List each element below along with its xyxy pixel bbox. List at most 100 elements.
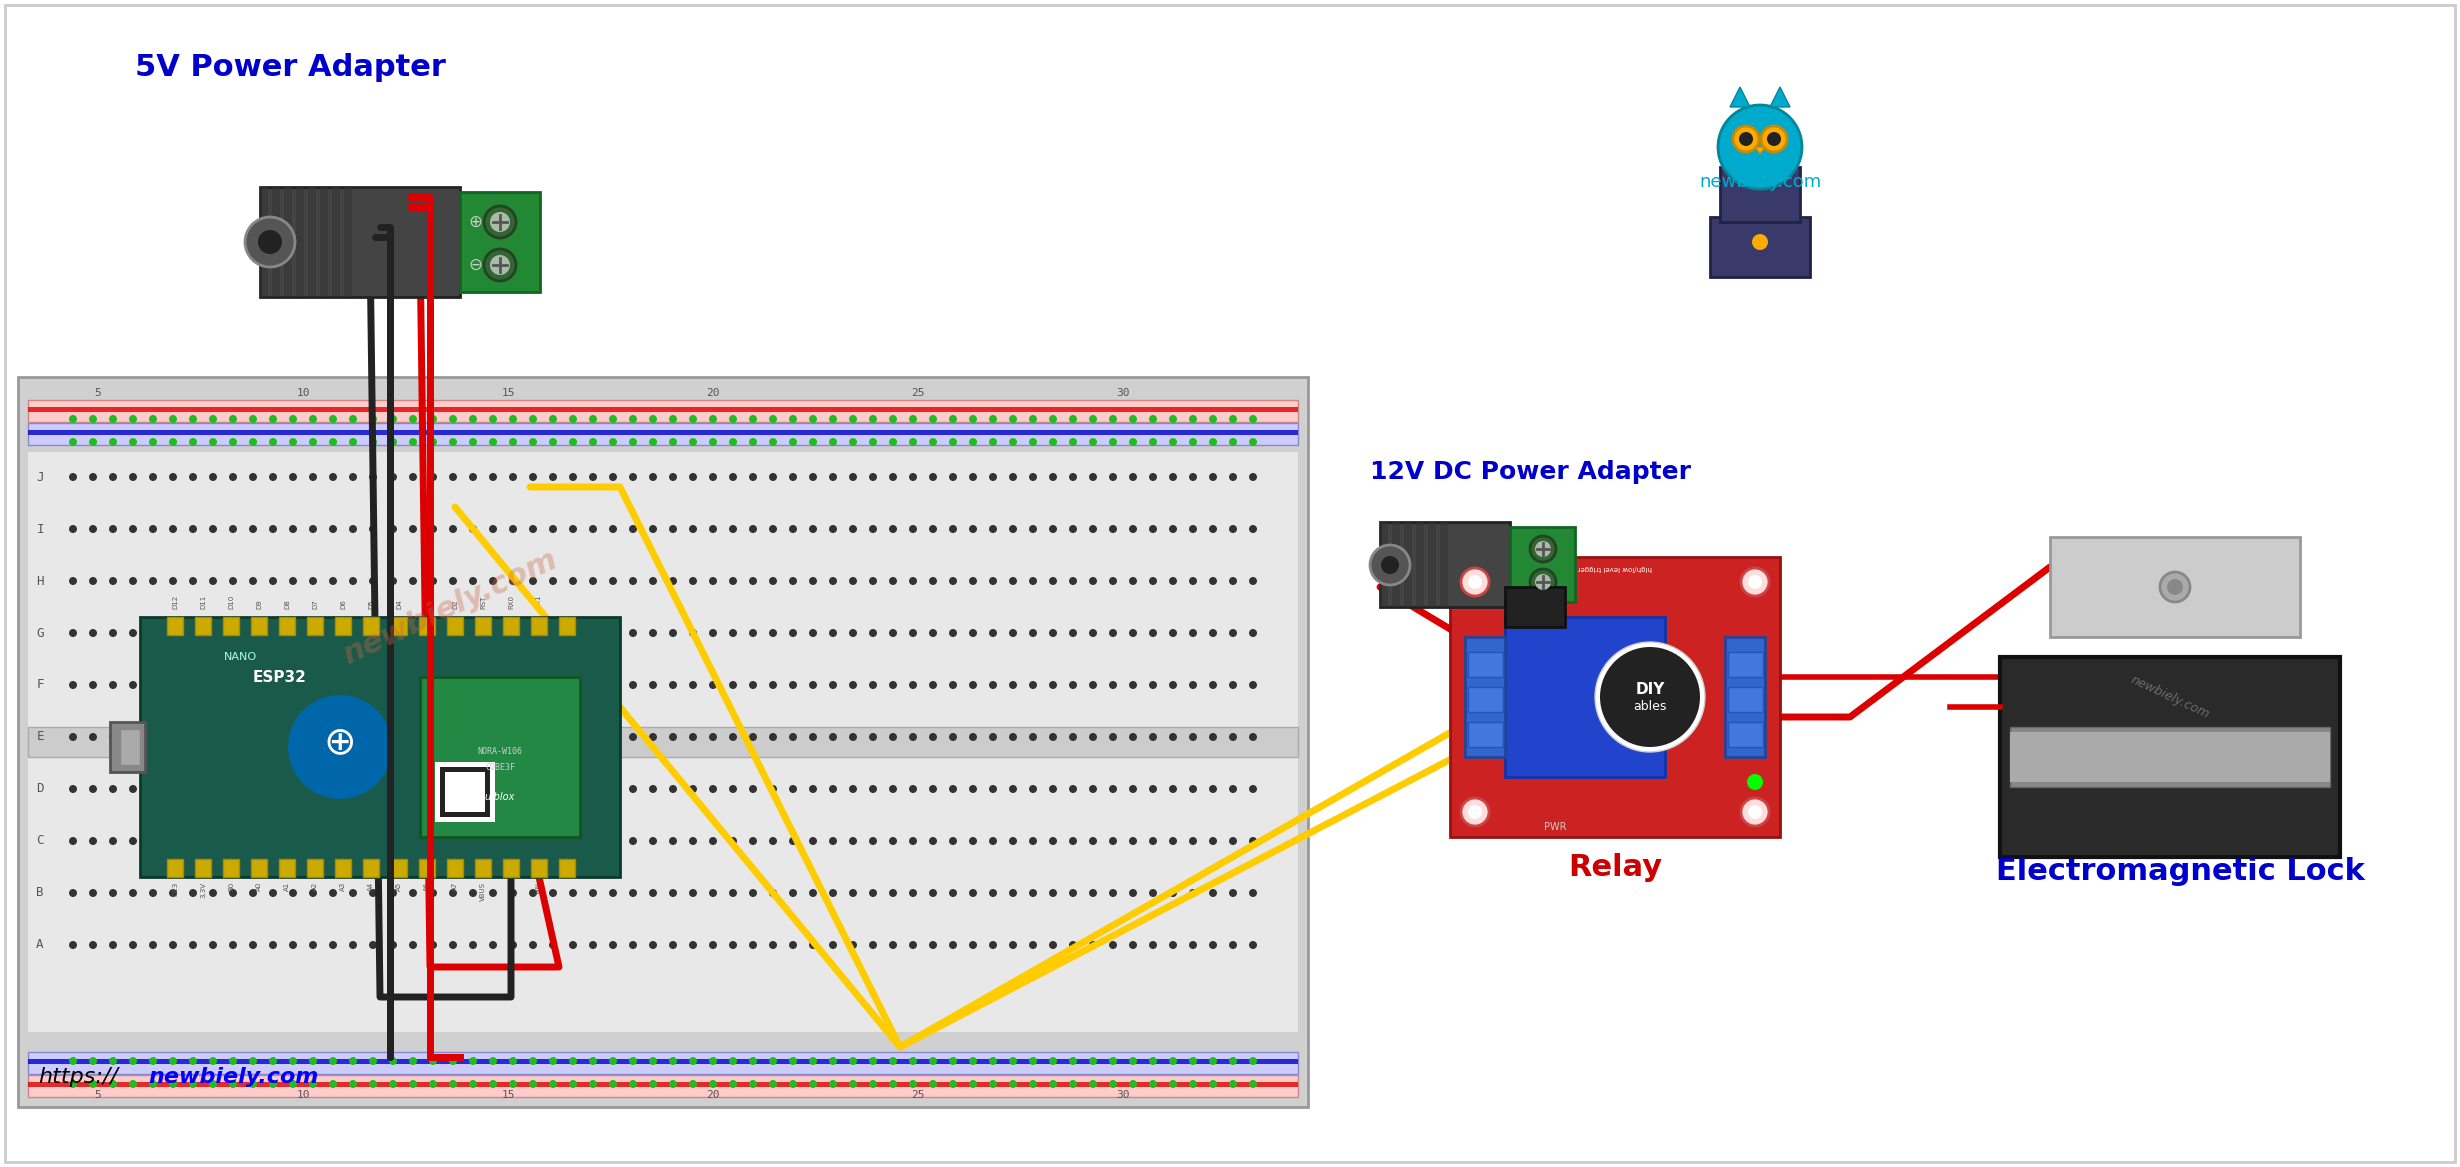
Text: B0: B0 [229, 882, 234, 892]
Circle shape [1028, 1079, 1038, 1088]
Circle shape [588, 837, 598, 845]
Circle shape [1090, 1079, 1097, 1088]
Circle shape [509, 941, 517, 949]
Circle shape [989, 785, 996, 794]
Circle shape [1090, 473, 1097, 481]
Circle shape [1109, 889, 1117, 897]
Circle shape [708, 576, 716, 585]
Circle shape [1168, 682, 1176, 689]
Circle shape [229, 1079, 236, 1088]
Circle shape [450, 837, 458, 845]
Circle shape [490, 941, 497, 949]
Circle shape [1250, 837, 1257, 845]
Circle shape [708, 837, 716, 845]
Bar [27, 1075, 1299, 1097]
Circle shape [930, 576, 937, 585]
Circle shape [170, 785, 177, 794]
Circle shape [669, 785, 676, 794]
Text: 30: 30 [1117, 387, 1129, 398]
Circle shape [868, 629, 878, 637]
Circle shape [809, 941, 817, 949]
Circle shape [128, 1079, 138, 1088]
Circle shape [450, 525, 458, 533]
Circle shape [490, 438, 497, 446]
Bar [1506, 617, 1665, 777]
Bar [224, 617, 239, 635]
Circle shape [128, 629, 138, 637]
Circle shape [910, 682, 918, 689]
Circle shape [829, 889, 836, 897]
Text: 15: 15 [502, 387, 514, 398]
Bar [261, 187, 268, 296]
Circle shape [1070, 941, 1077, 949]
Circle shape [288, 733, 298, 741]
Circle shape [408, 473, 418, 481]
Circle shape [428, 473, 438, 481]
Circle shape [930, 837, 937, 845]
Circle shape [128, 837, 138, 845]
Circle shape [1129, 837, 1137, 845]
Circle shape [989, 629, 996, 637]
Circle shape [770, 438, 777, 446]
Circle shape [310, 785, 317, 794]
Bar [251, 617, 268, 635]
Circle shape [728, 1079, 738, 1088]
Circle shape [888, 733, 898, 741]
Circle shape [170, 438, 177, 446]
Circle shape [268, 837, 278, 845]
Circle shape [1129, 785, 1137, 794]
Circle shape [868, 889, 878, 897]
Circle shape [1250, 525, 1257, 533]
Circle shape [950, 415, 957, 422]
Circle shape [1250, 682, 1257, 689]
Circle shape [849, 473, 856, 481]
Circle shape [748, 941, 758, 949]
Circle shape [969, 438, 977, 446]
Circle shape [1090, 889, 1097, 897]
Bar [502, 617, 519, 635]
Text: 10: 10 [295, 1090, 310, 1100]
Bar [1710, 217, 1811, 277]
Circle shape [229, 682, 236, 689]
Circle shape [310, 733, 317, 741]
Circle shape [170, 889, 177, 897]
Circle shape [1599, 647, 1700, 747]
Circle shape [189, 941, 197, 949]
Bar [460, 193, 541, 292]
Circle shape [408, 889, 418, 897]
Bar [1720, 167, 1801, 222]
Circle shape [790, 785, 797, 794]
Circle shape [150, 438, 157, 446]
Circle shape [610, 785, 617, 794]
Circle shape [1230, 733, 1237, 741]
Text: D2: D2 [453, 600, 458, 609]
Circle shape [408, 1079, 418, 1088]
Circle shape [888, 629, 898, 637]
Bar [344, 187, 352, 296]
Circle shape [930, 733, 937, 741]
Circle shape [1230, 438, 1237, 446]
Bar [167, 859, 182, 876]
Circle shape [170, 733, 177, 741]
Circle shape [1048, 1057, 1058, 1065]
Circle shape [229, 837, 236, 845]
Circle shape [1230, 941, 1237, 949]
Circle shape [189, 889, 197, 897]
Circle shape [428, 576, 438, 585]
Circle shape [1535, 541, 1550, 557]
Circle shape [728, 733, 738, 741]
Polygon shape [1771, 88, 1791, 107]
Circle shape [209, 576, 216, 585]
Circle shape [428, 941, 438, 949]
Circle shape [248, 438, 256, 446]
Circle shape [888, 889, 898, 897]
Circle shape [849, 629, 856, 637]
Circle shape [989, 473, 996, 481]
Bar [1724, 637, 1764, 757]
Circle shape [989, 415, 996, 422]
Circle shape [1168, 629, 1176, 637]
Circle shape [369, 682, 376, 689]
Circle shape [408, 837, 418, 845]
Bar [283, 187, 293, 296]
Circle shape [610, 682, 617, 689]
